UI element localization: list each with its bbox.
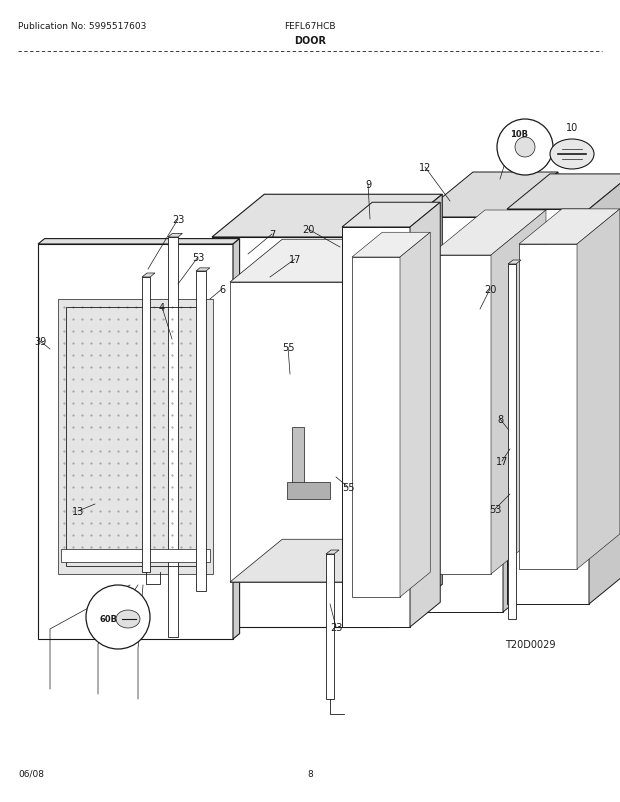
Ellipse shape xyxy=(550,140,594,170)
Polygon shape xyxy=(577,209,620,569)
Text: 7: 7 xyxy=(269,229,275,240)
Text: 39: 39 xyxy=(34,337,46,346)
Polygon shape xyxy=(168,237,178,638)
Text: 8: 8 xyxy=(497,415,503,424)
Polygon shape xyxy=(491,211,546,574)
Text: 23: 23 xyxy=(172,215,184,225)
Text: 6: 6 xyxy=(219,285,225,294)
Text: 55: 55 xyxy=(281,342,294,353)
Text: DOOR: DOOR xyxy=(294,36,326,46)
Polygon shape xyxy=(326,554,334,699)
Text: 13: 13 xyxy=(72,506,84,516)
Text: 10B: 10B xyxy=(510,130,528,139)
Polygon shape xyxy=(390,195,442,627)
Text: 10: 10 xyxy=(566,123,578,133)
Text: 17: 17 xyxy=(289,255,301,265)
Polygon shape xyxy=(212,237,390,627)
Text: 60B: 60B xyxy=(99,615,117,624)
Polygon shape xyxy=(61,549,210,562)
Polygon shape xyxy=(519,209,620,245)
Text: T20D0029: T20D0029 xyxy=(505,639,556,649)
Circle shape xyxy=(497,119,553,176)
Text: 4: 4 xyxy=(159,302,165,313)
Polygon shape xyxy=(196,269,210,272)
Polygon shape xyxy=(168,234,182,237)
Polygon shape xyxy=(230,540,424,582)
Polygon shape xyxy=(430,256,491,574)
Polygon shape xyxy=(372,240,424,582)
Polygon shape xyxy=(212,195,442,237)
Polygon shape xyxy=(287,482,330,500)
Polygon shape xyxy=(400,233,430,597)
Polygon shape xyxy=(507,175,620,210)
Text: 20: 20 xyxy=(484,285,496,294)
Polygon shape xyxy=(196,272,206,591)
Polygon shape xyxy=(230,282,372,582)
Polygon shape xyxy=(38,245,233,639)
Polygon shape xyxy=(418,217,503,612)
Text: 9: 9 xyxy=(365,180,371,190)
Text: 53: 53 xyxy=(489,504,501,514)
Text: 53: 53 xyxy=(192,253,204,263)
Polygon shape xyxy=(430,211,546,256)
Polygon shape xyxy=(507,210,589,604)
Polygon shape xyxy=(142,277,150,573)
Polygon shape xyxy=(519,245,577,569)
Polygon shape xyxy=(292,427,304,488)
Polygon shape xyxy=(508,265,516,619)
Polygon shape xyxy=(326,550,339,554)
Polygon shape xyxy=(589,175,620,604)
Text: 06/08: 06/08 xyxy=(18,769,44,778)
Polygon shape xyxy=(142,273,155,277)
Circle shape xyxy=(86,585,150,649)
Polygon shape xyxy=(352,257,400,597)
Circle shape xyxy=(515,138,535,158)
Polygon shape xyxy=(233,239,239,639)
Polygon shape xyxy=(418,172,558,217)
Text: eReplacementParts.com: eReplacementParts.com xyxy=(224,413,376,426)
Polygon shape xyxy=(342,228,410,627)
Text: 8: 8 xyxy=(307,769,313,778)
Text: 55: 55 xyxy=(342,482,354,492)
Polygon shape xyxy=(230,240,424,282)
Text: 23: 23 xyxy=(330,622,342,632)
Polygon shape xyxy=(508,261,521,265)
Text: 17: 17 xyxy=(496,456,508,467)
Text: 12: 12 xyxy=(419,163,431,172)
Polygon shape xyxy=(410,203,440,627)
Text: Publication No: 5995517603: Publication No: 5995517603 xyxy=(18,22,146,31)
Polygon shape xyxy=(58,300,213,574)
Polygon shape xyxy=(352,233,430,257)
Ellipse shape xyxy=(116,610,140,628)
Polygon shape xyxy=(342,203,440,228)
Text: FEFL67HCB: FEFL67HCB xyxy=(284,22,336,31)
Polygon shape xyxy=(38,239,239,245)
Text: 20: 20 xyxy=(302,225,314,235)
Polygon shape xyxy=(503,172,558,612)
